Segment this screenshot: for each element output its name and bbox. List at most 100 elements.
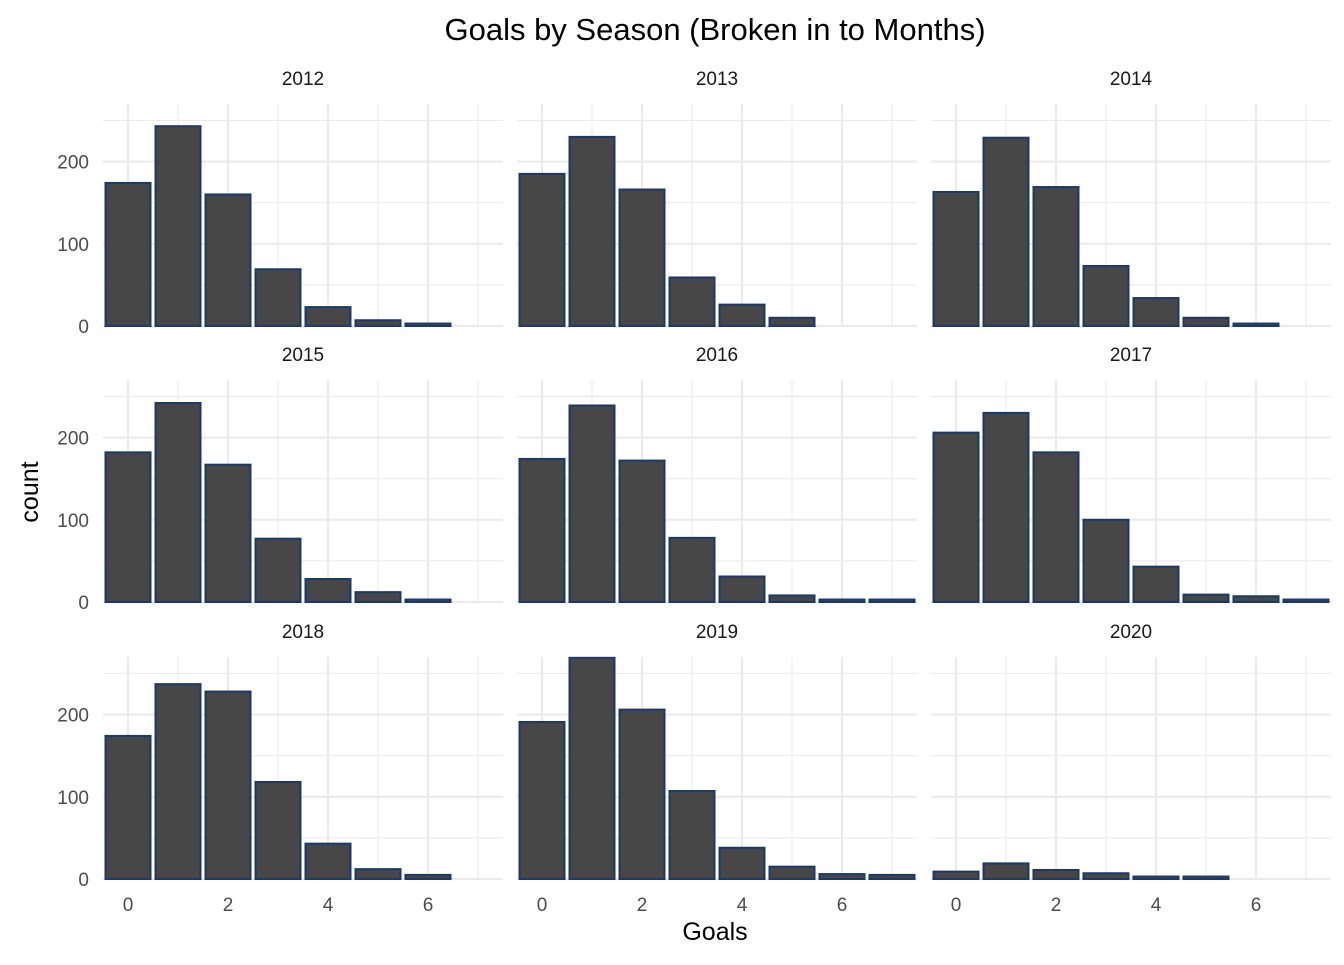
x-tick-label: 2	[223, 895, 234, 916]
bar	[304, 577, 352, 604]
bar	[1132, 297, 1180, 327]
panel-strip-label: 2019	[696, 622, 738, 643]
bar	[1132, 565, 1180, 604]
bar	[668, 536, 716, 603]
x-tick-label: 0	[951, 895, 962, 916]
bar	[104, 181, 152, 327]
x-tick-label: 6	[1251, 895, 1262, 916]
panel-2014: 2014	[931, 69, 1331, 328]
panel-strip-label: 2015	[282, 345, 324, 366]
x-tick-label: 0	[537, 895, 548, 916]
x-tick-label: 2	[1051, 895, 1062, 916]
bar	[982, 136, 1030, 327]
bar	[618, 188, 666, 327]
panel-strip-label: 2013	[696, 69, 738, 90]
bar	[1182, 875, 1230, 880]
y-tick-label: 0	[78, 593, 89, 614]
panel-strip-label: 2014	[1110, 69, 1153, 90]
x-axis-title: Goals	[682, 918, 747, 946]
bar	[354, 591, 402, 604]
bar	[618, 459, 666, 604]
y-tick-label: 200	[57, 429, 89, 450]
bar	[932, 431, 980, 603]
bar	[868, 598, 916, 603]
bar	[718, 846, 766, 880]
bar	[668, 790, 716, 880]
bar	[1282, 598, 1330, 603]
bar	[154, 125, 202, 327]
bar	[154, 683, 202, 881]
bar	[254, 537, 302, 604]
bar	[768, 316, 816, 327]
bar	[568, 656, 616, 880]
bar	[1082, 872, 1130, 881]
bar	[718, 303, 766, 327]
panel-2013: 2013	[517, 69, 917, 328]
bar	[354, 319, 402, 328]
bar	[1032, 451, 1080, 603]
bar	[1232, 322, 1280, 327]
chart-title: Goals by Season (Broken in to Months)	[444, 12, 985, 47]
panel-2016: 2016	[517, 345, 917, 604]
bar	[404, 598, 452, 603]
bar	[304, 842, 352, 881]
bar	[204, 463, 252, 604]
bar	[768, 594, 816, 604]
bar	[818, 598, 866, 603]
bar	[1032, 868, 1080, 881]
x-tick-label: 6	[423, 895, 434, 916]
bar	[932, 190, 980, 327]
panel-2019: 2019 0 2 4 6	[517, 622, 917, 916]
bar	[104, 734, 152, 881]
y-tick-label: 200	[57, 706, 89, 727]
panel-strip-label: 2017	[1110, 345, 1152, 366]
x-tick-label: 2	[637, 895, 648, 916]
bar	[568, 135, 616, 327]
bar	[518, 457, 566, 603]
y-tick-label: 0	[78, 870, 89, 891]
bar	[254, 268, 302, 327]
panel-strip-label: 2020	[1110, 622, 1152, 643]
x-tick-label: 4	[1151, 895, 1162, 916]
x-tick-label: 6	[837, 895, 848, 916]
bar	[518, 172, 566, 327]
y-tick-label: 100	[57, 511, 89, 532]
bar	[518, 720, 566, 881]
y-tick-label: 0	[78, 317, 89, 338]
panel-2012: 2012 0 100 200	[57, 69, 503, 338]
bar	[668, 276, 716, 328]
bar	[1032, 186, 1080, 327]
panel-2017: 2017	[931, 345, 1331, 604]
bar	[304, 306, 352, 328]
bar	[354, 868, 402, 881]
panel-strip-label: 2018	[282, 622, 324, 643]
panel-2015: 2015 0 100 200	[57, 345, 503, 614]
x-tick-label: 4	[323, 895, 334, 916]
bar	[154, 402, 202, 603]
bar	[1082, 264, 1130, 328]
panel-2020: 2020 0 2 4 6	[931, 622, 1331, 916]
bar	[618, 708, 666, 880]
bar	[204, 193, 252, 327]
bar	[1132, 875, 1180, 880]
bar	[1082, 518, 1130, 603]
bar	[768, 865, 816, 881]
y-tick-label: 100	[57, 788, 89, 809]
panel-strip-label: 2016	[696, 345, 738, 366]
x-tick-label: 0	[123, 895, 134, 916]
bar	[104, 451, 152, 603]
y-tick-label: 100	[57, 235, 89, 256]
bar	[982, 862, 1030, 881]
bar	[404, 322, 452, 327]
bar	[1232, 595, 1280, 604]
bar	[404, 873, 452, 881]
bar	[932, 870, 980, 880]
bar	[982, 411, 1030, 603]
bar	[818, 873, 866, 880]
bar	[1182, 593, 1230, 603]
x-tick-label: 4	[737, 895, 748, 916]
y-tick-label: 200	[57, 153, 89, 174]
